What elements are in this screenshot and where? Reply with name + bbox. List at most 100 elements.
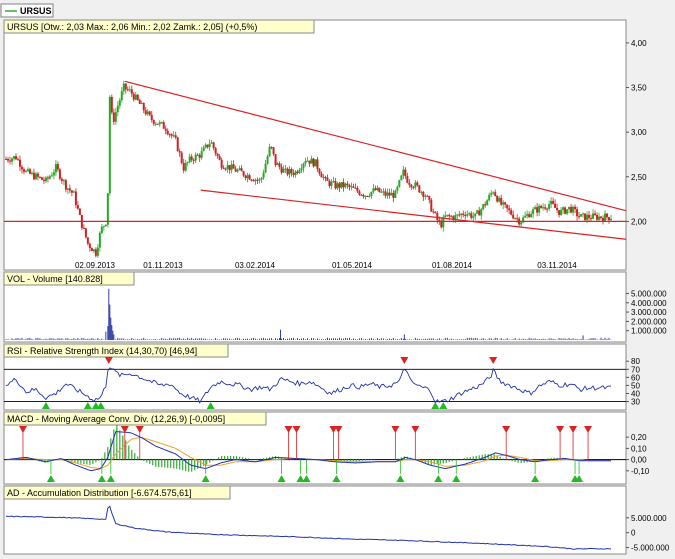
channel-upper-line [124, 80, 627, 212]
rsi-buy-marker [41, 402, 50, 409]
candle-body [310, 158, 313, 164]
candle-body [564, 207, 567, 214]
candle-body [66, 188, 69, 190]
candle-body [314, 159, 317, 167]
volume-y-tick-label: 1.000.000 [631, 327, 667, 336]
candle-body [120, 91, 123, 101]
rsi-y-tick-label: 50 [631, 381, 640, 390]
candle-body [538, 205, 541, 213]
candle-body [244, 175, 247, 179]
candle-body [194, 154, 197, 161]
candle-body [336, 183, 339, 189]
candle-body [88, 243, 91, 249]
candle-body [126, 89, 129, 91]
price-x-tick-label: 01.08.2014 [432, 261, 473, 270]
candle-body [36, 173, 39, 177]
candle-body [378, 187, 381, 193]
candle-body [92, 249, 95, 252]
macd-buy-marker [332, 475, 341, 482]
candle-body [184, 162, 187, 171]
rsi-buy-marker [431, 402, 440, 409]
candle-body [270, 146, 273, 148]
candle-body [282, 168, 285, 173]
candle-body [106, 193, 109, 225]
candle-body [558, 210, 561, 215]
rsi-buy-marker [206, 402, 215, 409]
candle-body [86, 237, 89, 244]
candle-body [286, 168, 289, 175]
rsi-panel-title: RSI - Relative Strength Index (14,30,70)… [7, 346, 197, 356]
candle-body [352, 186, 355, 188]
candle-body [320, 173, 323, 178]
candle-body [550, 200, 553, 205]
candle-body [68, 188, 71, 191]
candle-body [536, 207, 539, 213]
candle-body [114, 112, 117, 122]
candle-body [326, 177, 329, 181]
candle-body [600, 216, 603, 219]
candle-body [308, 160, 311, 164]
candle-body [170, 134, 173, 136]
candle-body [412, 187, 415, 189]
candle-body [146, 111, 149, 115]
candle-body [582, 213, 585, 215]
volume-panel: VOL - Volume [140.828] [3, 271, 627, 343]
candle-body [216, 153, 219, 157]
candle-body [464, 215, 467, 217]
candle-body [142, 103, 145, 111]
candle-body [524, 215, 527, 218]
macd-buy-marker [302, 475, 311, 482]
candle-body [594, 213, 597, 215]
candle-body [56, 164, 59, 170]
candle-body [440, 221, 443, 228]
candle-body [24, 170, 27, 172]
candle-body [204, 144, 207, 148]
candle-body [232, 164, 235, 169]
candle-body [298, 170, 301, 173]
candle-body [264, 163, 267, 173]
candle-body [484, 204, 487, 206]
candle-body [460, 213, 463, 216]
candle-body [292, 172, 295, 175]
volume-y-tick-label: 2.000.000 [631, 317, 667, 326]
candle-body [128, 89, 131, 91]
candle-body [602, 218, 605, 221]
candle-body [456, 214, 459, 216]
rsi-buy-marker [96, 402, 105, 409]
volume-y-tick-label: 3.000.000 [631, 308, 667, 317]
candle-body [222, 167, 225, 169]
candle-body [140, 103, 143, 105]
candle-body [462, 213, 465, 216]
candle-body [478, 210, 481, 216]
candle-body [12, 156, 15, 159]
candle-body [334, 181, 337, 189]
candle-body [182, 162, 185, 171]
macd-sell-marker [334, 426, 343, 433]
candle-body [516, 218, 519, 220]
candle-body [138, 99, 141, 104]
macd-sell-marker [120, 426, 129, 433]
candle-body [386, 192, 389, 196]
candle-body [154, 123, 157, 125]
candle-body [116, 105, 119, 113]
candle-body [410, 184, 413, 188]
candle-body [442, 217, 445, 228]
candle-body [268, 146, 271, 157]
candle-body [432, 211, 435, 213]
candle-body [392, 192, 395, 198]
rsi-buy-marker [439, 402, 448, 409]
candle-body [158, 122, 161, 125]
candle-body [132, 93, 135, 100]
candle-body [408, 182, 411, 185]
candle-body [418, 185, 421, 193]
candle-body [148, 111, 151, 115]
candle-body [506, 204, 509, 209]
candle-body [502, 202, 505, 205]
candle-body [466, 214, 469, 216]
candle-body [196, 154, 199, 156]
rsi-y-tick-label: 40 [631, 389, 640, 398]
candle-body [400, 175, 403, 181]
candle-body [176, 137, 179, 152]
price-x-tick-label: 02.09.2013 [75, 261, 116, 270]
candle-body [424, 195, 427, 197]
